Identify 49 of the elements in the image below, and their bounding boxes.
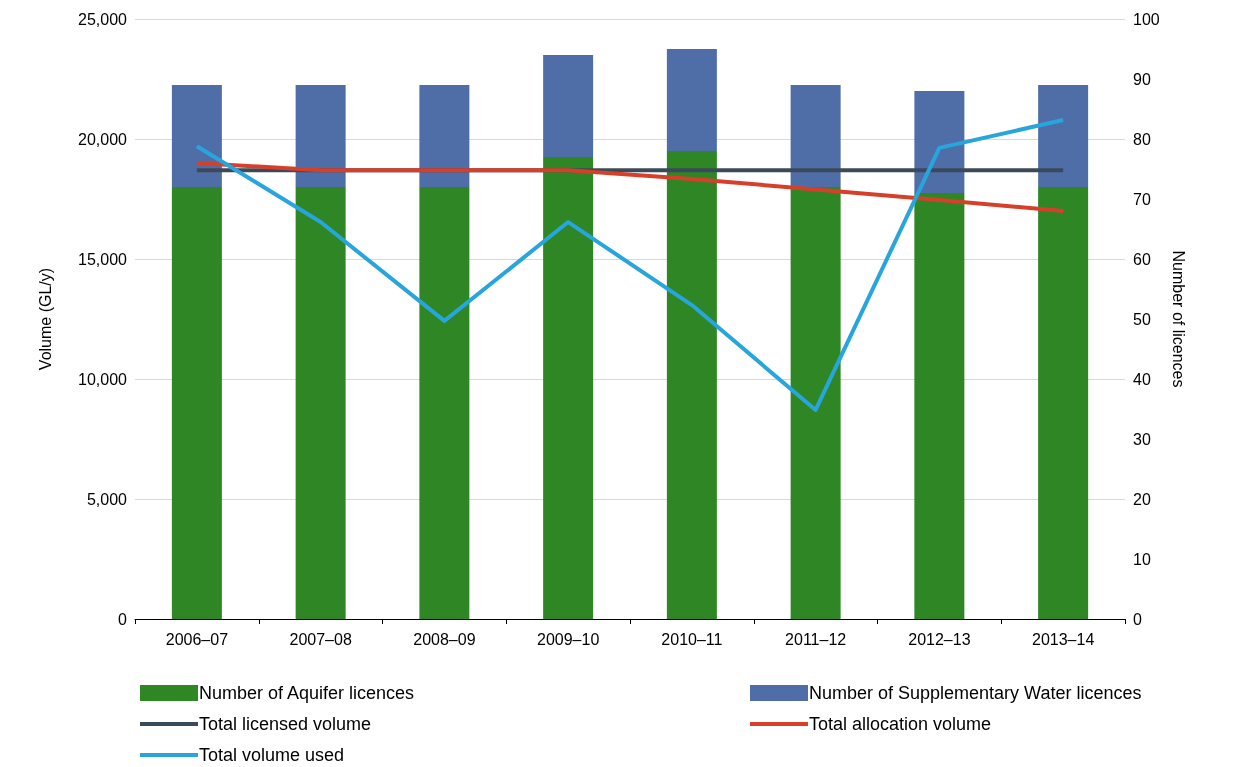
y2-tick-label: 20: [1133, 490, 1151, 508]
y2-tick-label: 70: [1133, 190, 1151, 208]
bar: [790, 85, 841, 187]
bar: [295, 187, 346, 619]
y-tick-label: 0: [118, 610, 128, 628]
bar: [171, 85, 222, 187]
x-tick-label: 2012–13: [908, 630, 971, 648]
bar: [295, 85, 346, 187]
legend-label: Total allocation volume: [809, 714, 992, 734]
x-tick-label: 2013–14: [1031, 630, 1095, 648]
bar: [543, 55, 594, 157]
y-tick-label: 20,000: [78, 130, 128, 148]
legend-label: Total volume used: [199, 745, 345, 765]
y2-tick-label: 80: [1133, 130, 1151, 148]
line-series: [194, 161, 1066, 213]
y2-tick-label: 30: [1133, 430, 1151, 448]
x-tick-label: 2007–08: [289, 630, 352, 648]
bar: [790, 187, 841, 619]
bar: [1038, 187, 1089, 619]
y-tick-label: 15,000: [78, 250, 128, 268]
y2-tick-label: 10: [1133, 550, 1151, 568]
y-tick-label: 5,000: [86, 490, 128, 508]
y2-tick-label: 0: [1133, 610, 1142, 628]
y2-tick-label: 50: [1133, 310, 1151, 328]
bar: [543, 157, 594, 619]
x-tick-label: 2011–12: [785, 630, 847, 648]
y2-tick-label: 100: [1133, 10, 1160, 28]
bar: [666, 49, 717, 151]
bar: [914, 193, 965, 619]
x-tick-label: 2009–10: [536, 630, 600, 648]
legend-label: Number of Aquifer licences: [199, 683, 415, 703]
line-series: [194, 118, 1066, 412]
bar: [666, 151, 717, 619]
legend-label: Total licensed volume: [199, 714, 372, 734]
y-tick-label: 10,000: [78, 370, 128, 388]
y2-tick-label: 40: [1133, 370, 1151, 388]
y2-tick-label: 60: [1133, 250, 1151, 268]
y2-axis-title: Number of licences: [1170, 250, 1188, 388]
x-tick-label: 2006–07: [165, 630, 229, 648]
x-tick-label: 2008–09: [413, 630, 476, 648]
y-tick-label: 25,000: [78, 10, 128, 28]
bar: [1038, 85, 1089, 187]
bar: [171, 187, 222, 619]
bar: [419, 187, 470, 619]
bar: [419, 85, 470, 187]
y-axis-title: Volume (GL/y): [36, 267, 54, 371]
y2-tick-label: 90: [1133, 70, 1151, 88]
legend-label: Number of Supplementary Water licences: [809, 683, 1142, 703]
x-tick-label: 2010–11: [661, 630, 723, 648]
